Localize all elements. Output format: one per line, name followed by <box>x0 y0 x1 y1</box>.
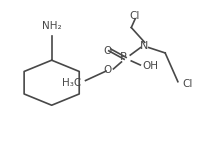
Text: P: P <box>120 52 127 62</box>
Text: O: O <box>103 65 111 75</box>
Text: O: O <box>103 46 111 56</box>
Text: Cl: Cl <box>129 11 140 21</box>
Text: N: N <box>140 41 148 51</box>
Text: H₃C: H₃C <box>62 78 81 88</box>
Text: OH: OH <box>142 61 158 71</box>
Text: Cl: Cl <box>182 79 192 89</box>
Text: NH₂: NH₂ <box>42 21 62 31</box>
